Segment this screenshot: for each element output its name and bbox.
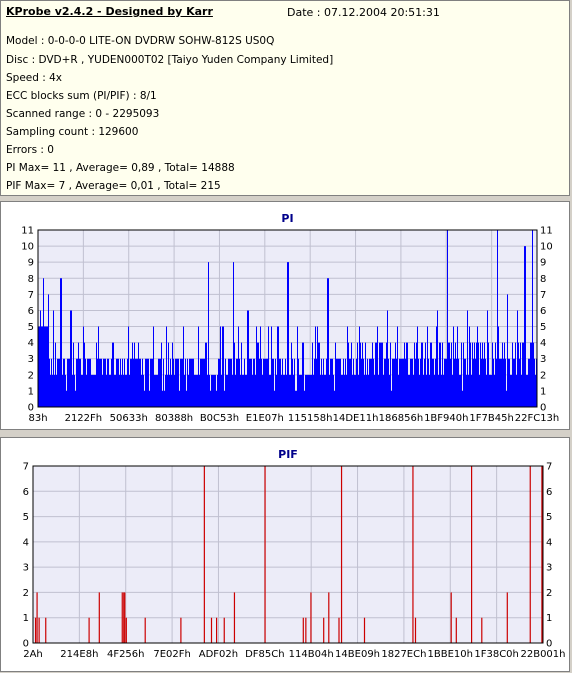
y-tick-left: 3 <box>28 354 34 365</box>
info-panel: KProbe v2.4.2 - Designed by Karr Date : … <box>0 0 570 196</box>
pi-bars <box>38 230 537 407</box>
x-tick-label: 114B04h <box>289 649 334 660</box>
x-tick-label: ADF02h <box>199 649 238 660</box>
x-tick-label: 22FC13h <box>515 413 560 424</box>
y-tick-left: 2 <box>23 588 29 599</box>
y-tick-right: 0 <box>540 403 546 414</box>
y-tick-left: 9 <box>28 258 34 269</box>
y-tick-right: 4 <box>546 537 552 548</box>
y-tick-right: 9 <box>540 258 546 269</box>
y-tick-left: 5 <box>28 322 34 333</box>
chart-title: PI <box>281 212 293 225</box>
y-tick-right: 2 <box>546 588 552 599</box>
y-tick-left: 7 <box>23 462 29 473</box>
y-tick-right: 5 <box>540 322 546 333</box>
x-tick-label: 1827ECh <box>381 649 426 660</box>
x-tick-label: E1E07h <box>246 413 284 424</box>
y-tick-left: 3 <box>23 563 29 574</box>
x-tick-label: 83h <box>28 413 47 424</box>
app-title: KProbe v2.4.2 - Designed by Karr <box>6 5 213 18</box>
y-tick-left: 4 <box>23 537 29 548</box>
x-tick-label: B0C53h <box>200 413 239 424</box>
x-tick-label: 1BF940h <box>424 413 468 424</box>
x-tick-label: 4F256h <box>107 649 145 660</box>
y-tick-left: 10 <box>21 242 34 253</box>
y-tick-right: 4 <box>540 338 546 349</box>
y-tick-right: 5 <box>546 512 552 523</box>
x-tick-label: 2122Fh <box>65 413 103 424</box>
y-tick-right: 3 <box>540 354 546 365</box>
y-tick-right: 11 <box>540 226 553 237</box>
y-tick-right: 1 <box>546 613 552 624</box>
x-tick-label: 22B001h <box>520 649 565 660</box>
info-disc: Disc : DVD+R , YUDEN000T02 [Taiyo Yuden … <box>6 54 334 66</box>
y-tick-left: 1 <box>28 386 34 397</box>
x-tick-label: 115158h <box>288 413 333 424</box>
x-tick-label: 1F38C0h <box>474 649 519 660</box>
scan-date: Date : 07.12.2004 20:51:31 <box>287 6 440 19</box>
x-tick-label: 1F7B45h <box>469 413 513 424</box>
y-tick-right: 6 <box>540 306 546 317</box>
y-tick-left: 0 <box>23 639 29 650</box>
pif-chart: 0 0 1 1 2 2 3 3 4 4 5 5 6 6 7 7 2Ah 214E8h 4F256h 7E02Fh ADF… <box>23 448 566 660</box>
x-tick-label: DF85Ch <box>245 649 285 660</box>
y-tick-right: 2 <box>540 370 546 381</box>
plot-frame <box>32 465 544 644</box>
y-tick-right: 8 <box>540 274 546 285</box>
x-tick-label: 1BBE10h <box>428 649 473 660</box>
y-tick-left: 7 <box>28 290 34 301</box>
y-tick-left: 5 <box>23 512 29 523</box>
x-tick-label: 2Ah <box>23 649 43 660</box>
info-ecc-sum: ECC blocks sum (PI/PIF) : 8/1 <box>6 90 157 102</box>
y-tick-left: 8 <box>28 274 34 285</box>
y-tick-left: 6 <box>23 487 29 498</box>
y-tick-right: 7 <box>546 462 552 473</box>
plot-frame <box>37 229 538 408</box>
y-tick-left: 4 <box>28 338 34 349</box>
info-scanned-range: Scanned range : 0 - 2295093 <box>6 108 160 120</box>
x-tick-label: 14BE09h <box>335 649 380 660</box>
y-tick-right: 6 <box>546 487 552 498</box>
info-errors: Errors : 0 <box>6 144 54 156</box>
y-tick-left: 2 <box>28 370 34 381</box>
chart-title: PIF <box>278 448 298 461</box>
info-sampling-count: Sampling count : 129600 <box>6 126 139 138</box>
y-tick-left: 0 <box>28 403 34 414</box>
pif-bars <box>34 466 543 643</box>
x-tick-label: 7E02Fh <box>153 649 191 660</box>
pi-chart-panel: 0 0 1 1 2 2 3 3 4 4 5 5 6 6 7 7 8 8 9 9 10 10 11 11 83h 2122Fh 506… <box>0 201 570 430</box>
x-tick-label: 50633h <box>110 413 148 424</box>
y-tick-left: 6 <box>28 306 34 317</box>
y-tick-right: 1 <box>540 386 546 397</box>
y-tick-left: 1 <box>23 613 29 624</box>
x-tick-label: 214E8h <box>60 649 98 660</box>
info-pif-stats: PIF Max= 7 , Average= 0,01 , Total= 215 <box>6 180 221 192</box>
y-tick-right: 10 <box>540 242 553 253</box>
info-speed: Speed : 4x <box>6 72 63 84</box>
info-pi-stats: PI Max= 11 , Average= 0,89 , Total= 1488… <box>6 162 235 174</box>
y-tick-right: 0 <box>546 639 552 650</box>
y-tick-right: 3 <box>546 563 552 574</box>
x-tick-label: 14DE11h <box>333 413 379 424</box>
info-model: Model : 0-0-0-0 LITE-ON DVDRW SOHW-812S … <box>6 35 275 47</box>
y-tick-right: 7 <box>540 290 546 301</box>
y-tick-left: 11 <box>21 226 34 237</box>
x-tick-label: 186856h <box>379 413 424 424</box>
plot-area <box>32 465 544 644</box>
x-tick-label: 80388h <box>155 413 193 424</box>
pif-chart-panel: 0 0 1 1 2 2 3 3 4 4 5 5 6 6 7 7 2Ah 214E8h 4F256h 7E02Fh ADF… <box>0 437 570 672</box>
